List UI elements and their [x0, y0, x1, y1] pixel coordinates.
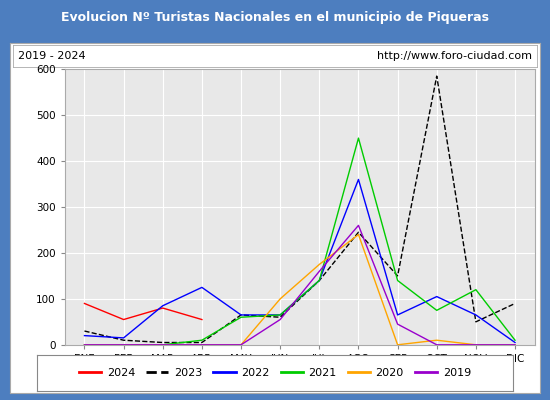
Legend: 2024, 2023, 2022, 2021, 2020, 2019: 2024, 2023, 2022, 2021, 2020, 2019 — [75, 363, 475, 382]
Text: 2019 - 2024: 2019 - 2024 — [18, 51, 85, 61]
Text: Evolucion Nº Turistas Nacionales en el municipio de Piqueras: Evolucion Nº Turistas Nacionales en el m… — [61, 12, 489, 24]
Text: http://www.foro-ciudad.com: http://www.foro-ciudad.com — [377, 51, 532, 61]
